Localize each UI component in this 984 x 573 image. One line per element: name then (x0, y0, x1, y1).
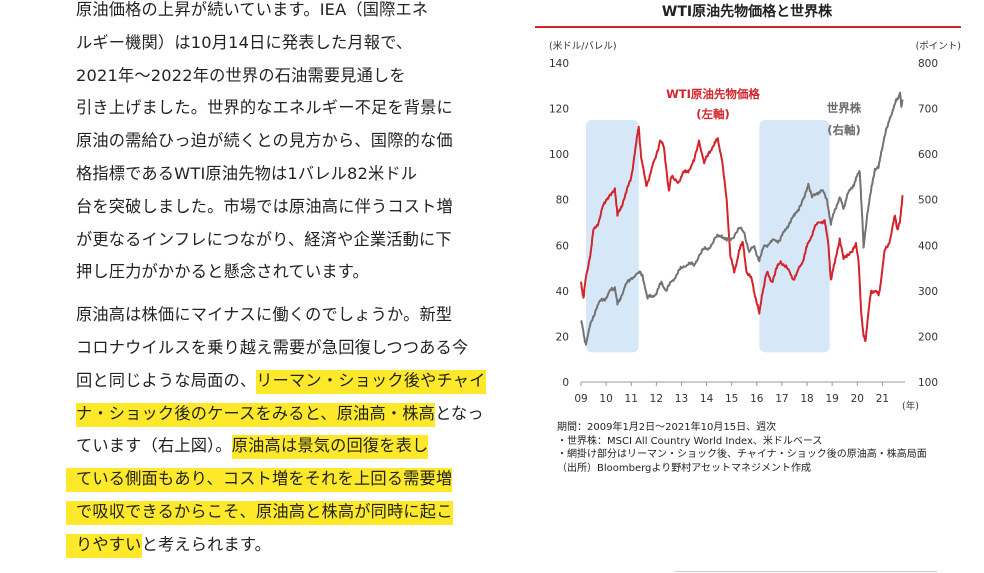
x-tick-label: 21 (876, 393, 889, 405)
text-line: りやすいと考えられます。 (66, 529, 496, 562)
series-sublabel-wti: (左軸) (696, 107, 730, 121)
text-line: 回と同じような局面の、リーマン・ショック後やチャイ (76, 365, 496, 398)
highlighted-text: 原油高は景気の回復を表し (231, 435, 429, 460)
line-chart: 0 20 40 60 80 100 120 140 100 200 300 400 500 600 700 8… (549, 40, 961, 412)
highlighted-text: ナ・ショック後のケースをみると、原油高・株高 (76, 402, 436, 427)
y-right-tick-label: 100 (918, 377, 938, 389)
y-right-tick-label: 700 (918, 104, 938, 116)
note-source: （出所）Bloombergより野村アセットマネジメント作成 (557, 462, 811, 474)
text-line: で吸収できるからこそ、原油高と株高が同時に起こ (66, 496, 496, 529)
paragraph-oil-and-stocks: 原油高は株価にマイナスに働くのでしょうか。新型 コロナウイルスを乗り越え需要が急… (66, 299, 496, 562)
note-period: 期間：2009年1月2日～2021年10月15日、週次 (557, 422, 777, 433)
y-right-tick-label: 300 (918, 286, 938, 298)
y-right-tick-label: 400 (918, 240, 938, 252)
series-lines (580, 91, 904, 346)
note-shading: ・網掛け部分はリーマン・ショック後、チャイナ・ショック後の原油高・株高局面 (557, 449, 927, 460)
x-tick-label: 12 (650, 393, 663, 405)
x-tick-label: 17 (775, 393, 788, 405)
note-world-stocks: ・世界株：MSCI All Country World Index、米ドルベース (557, 435, 823, 447)
chart-title: WTI原油先物価格と世界株 (661, 4, 833, 20)
text-line: が更なるインフレにつながり、経済や企業活動に下 (76, 229, 452, 249)
text-plain: と考えられます。 (141, 534, 272, 554)
paragraph-oil-price-rise: 原油価格の上昇が続いています。IEA（国際エネ ルギー機関）は10月14日に発表… (76, 0, 496, 289)
y-left-tick-label: 80 (556, 195, 569, 207)
y-left-tick-label: 120 (549, 104, 569, 116)
figure-wti-vs-world-stocks: WTI原油先物価格と世界株 0 20 40 60 80 100 120 140 100 200 30… (533, 0, 963, 573)
highlighted-text: で吸収できるからこそ、原油高と株高が同時に起こ (66, 500, 453, 525)
left-axis-unit: (米ドル/バレル) (549, 40, 617, 52)
x-tick-label: 18 (800, 393, 813, 405)
text-plain: 回と同じような局面の、 (76, 370, 257, 390)
text-line: 原油の需給ひっ迫が続くとの見方から、国際的な価 (76, 131, 453, 151)
text-line: 台を突破しました。市場では原油高に伴うコスト増 (76, 196, 453, 216)
y-right-tick-label: 200 (918, 331, 938, 343)
text-line: 原油高は株価にマイナスに働くのでしょうか。新型 (76, 305, 453, 325)
x-tick-label: 10 (599, 393, 612, 405)
y-left-tick-label: 20 (556, 331, 569, 343)
series-line-world-stocks (580, 91, 904, 346)
bottom-divider (675, 571, 937, 572)
shaded-periods (586, 119, 830, 353)
series-sublabel-world-stocks: (右軸) (827, 123, 861, 137)
shaded-period (759, 119, 830, 353)
series-line-wti (580, 125, 904, 342)
text-line: ナ・ショック後のケースをみると、原油高・株高となっ (76, 398, 496, 431)
highlighted-text: リーマン・ショック後やチャイ (256, 369, 486, 394)
y-left-tick-label: 60 (556, 240, 569, 252)
x-tick-label: 16 (750, 393, 764, 405)
chart-notes: 期間：2009年1月2日～2021年10月15日、週次 ・世界株：MSCI Al… (557, 421, 957, 475)
shaded-period (586, 119, 639, 353)
text-plain: となっ (435, 403, 484, 423)
text-plain: ています（右上図）。 (76, 436, 232, 456)
series-label-world-stocks: 世界株 (827, 101, 862, 115)
series-label-wti: WTI原油先物価格 (666, 87, 760, 101)
x-tick-label: 19 (825, 393, 838, 405)
text-line: ている側面もあり、コスト増をそれを上回る需要増 (66, 463, 496, 496)
highlighted-text: ている側面もあり、コスト増をそれを上回る需要増 (66, 468, 453, 493)
x-tick-label: 20 (851, 393, 864, 405)
text-line: 引き上げました。世界的なエネルギー不足を背景に (76, 98, 453, 118)
y-left-tick-label: 0 (562, 377, 569, 389)
text-line: コロナウイルスを乗り越え需要が急回復しつつある今 (76, 337, 469, 357)
article-body: 原油価格の上昇が続いています。IEA（国際エネ ルギー機関）は10月14日に発表… (66, 0, 496, 562)
x-tick-label: 14 (700, 393, 714, 405)
x-axis-unit: (年) (902, 400, 919, 412)
y-left-tick-label: 40 (556, 286, 569, 298)
y-left-tick-label: 100 (549, 149, 569, 161)
text-line: ルギー機関）は10月14日に発表した月報で、 (76, 32, 413, 52)
text-line: 格指標であるWTI原油先物は1バレル82米ドル (76, 163, 418, 183)
x-tick-label: 09 (574, 393, 587, 405)
y-right-tick-label: 800 (918, 58, 938, 70)
y-left-tick-label: 140 (549, 58, 569, 70)
y-right-tick-label: 500 (918, 195, 938, 207)
x-tick-label: 13 (675, 393, 688, 405)
text-line: 押し圧力がかかると懸念されています。 (76, 262, 369, 282)
text-line: ています（右上図）。原油高は景気の回復を表し (76, 430, 496, 463)
right-axis-unit: (ポイント) (916, 41, 961, 52)
x-tick-label: 15 (725, 393, 738, 405)
title-divider (535, 26, 961, 28)
x-tick-label: 11 (625, 393, 638, 405)
y-right-tick-label: 600 (918, 149, 938, 161)
axes: 0 20 40 60 80 100 120 140 100 200 300 400 500 600 700 8… (549, 58, 938, 405)
highlighted-text: りやすい (66, 533, 142, 558)
text-line: 2021年～2022年の世界の石油需要見通しを (76, 65, 406, 85)
text-line: 原油価格の上昇が続いています。IEA（国際エネ (76, 0, 429, 19)
